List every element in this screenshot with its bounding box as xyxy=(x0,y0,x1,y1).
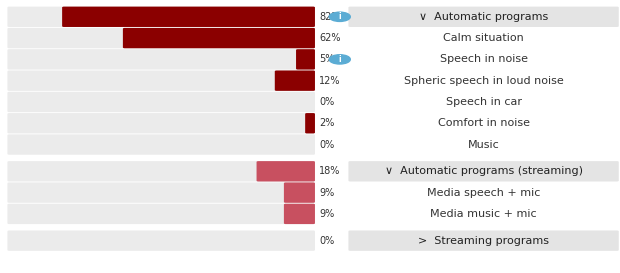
FancyBboxPatch shape xyxy=(7,204,315,224)
Text: ∨  Automatic programs: ∨ Automatic programs xyxy=(419,12,548,22)
FancyBboxPatch shape xyxy=(7,28,315,48)
Text: 62%: 62% xyxy=(319,33,341,43)
FancyBboxPatch shape xyxy=(7,92,315,112)
FancyBboxPatch shape xyxy=(348,230,619,251)
Text: Media music + mic: Media music + mic xyxy=(430,209,537,219)
FancyBboxPatch shape xyxy=(348,7,619,27)
FancyBboxPatch shape xyxy=(7,230,315,251)
FancyBboxPatch shape xyxy=(7,7,315,27)
FancyBboxPatch shape xyxy=(7,113,315,133)
Text: Comfort in noise: Comfort in noise xyxy=(438,118,529,128)
Text: Calm situation: Calm situation xyxy=(443,33,524,43)
FancyBboxPatch shape xyxy=(296,49,315,70)
Text: 9%: 9% xyxy=(319,209,335,219)
FancyBboxPatch shape xyxy=(284,204,315,224)
Text: Media speech + mic: Media speech + mic xyxy=(427,188,540,198)
Text: ∨  Automatic programs (streaming): ∨ Automatic programs (streaming) xyxy=(384,166,583,176)
Text: 0%: 0% xyxy=(319,140,335,150)
Text: 0%: 0% xyxy=(319,97,335,107)
FancyBboxPatch shape xyxy=(305,113,315,133)
FancyBboxPatch shape xyxy=(284,182,315,203)
Text: i: i xyxy=(339,55,341,64)
Text: 0%: 0% xyxy=(319,236,335,246)
FancyBboxPatch shape xyxy=(7,70,315,91)
Text: Speech in noise: Speech in noise xyxy=(440,54,528,64)
FancyBboxPatch shape xyxy=(257,161,315,182)
Text: 9%: 9% xyxy=(319,188,335,198)
FancyBboxPatch shape xyxy=(7,182,315,203)
Text: i: i xyxy=(339,12,341,21)
Text: 2%: 2% xyxy=(319,118,335,128)
Text: Music: Music xyxy=(467,140,500,150)
Text: 82%: 82% xyxy=(319,12,341,22)
FancyBboxPatch shape xyxy=(123,28,315,48)
Text: 18%: 18% xyxy=(319,166,340,176)
Text: Speech in car: Speech in car xyxy=(446,97,521,107)
Text: >  Streaming programs: > Streaming programs xyxy=(418,236,549,246)
FancyBboxPatch shape xyxy=(62,7,315,27)
FancyBboxPatch shape xyxy=(348,161,619,182)
Circle shape xyxy=(329,55,350,64)
Text: Spheric speech in loud noise: Spheric speech in loud noise xyxy=(404,76,564,86)
FancyBboxPatch shape xyxy=(275,70,315,91)
FancyBboxPatch shape xyxy=(7,134,315,155)
Text: 5%: 5% xyxy=(319,54,335,64)
FancyBboxPatch shape xyxy=(7,161,315,182)
FancyBboxPatch shape xyxy=(7,49,315,70)
Circle shape xyxy=(329,12,350,21)
Text: 12%: 12% xyxy=(319,76,341,86)
